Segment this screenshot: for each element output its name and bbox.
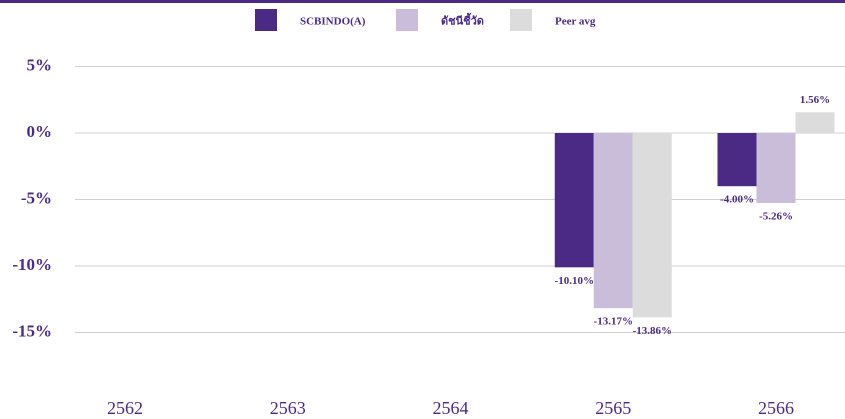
legend-label: SCBINDO(A)	[300, 16, 366, 28]
y-tick-label: 0%	[27, 122, 53, 141]
x-tick-label: 2566	[758, 398, 794, 418]
bar	[756, 133, 796, 203]
bar	[593, 133, 633, 309]
value-label: -4.00%	[720, 194, 754, 206]
value-label: -10.10%	[555, 275, 594, 287]
y-tick-label: -5%	[21, 188, 52, 207]
x-tick-label: 2564	[433, 398, 469, 418]
x-tick-label: 2562	[107, 398, 143, 418]
value-label: -13.17%	[594, 316, 633, 328]
y-tick-label: -10%	[12, 255, 52, 274]
bar	[795, 112, 835, 133]
bar	[717, 133, 757, 187]
top-bar	[0, 0, 845, 3]
y-tick-label: 5%	[27, 55, 53, 74]
legend-swatch	[255, 9, 277, 31]
value-label: -13.86%	[633, 325, 672, 337]
bar	[554, 133, 594, 268]
x-tick-label: 2565	[595, 398, 631, 418]
legend-label: ดัชนีชี้วัด	[441, 13, 484, 28]
x-tick-label: 2563	[270, 398, 306, 418]
legend-swatch	[510, 9, 532, 31]
value-label: 1.56%	[800, 94, 830, 106]
y-tick-label: -15%	[12, 321, 52, 340]
value-label: -5.26%	[759, 210, 793, 222]
legend-swatch	[396, 9, 418, 31]
bar	[632, 133, 672, 318]
legend-label: Peer avg	[555, 16, 596, 28]
